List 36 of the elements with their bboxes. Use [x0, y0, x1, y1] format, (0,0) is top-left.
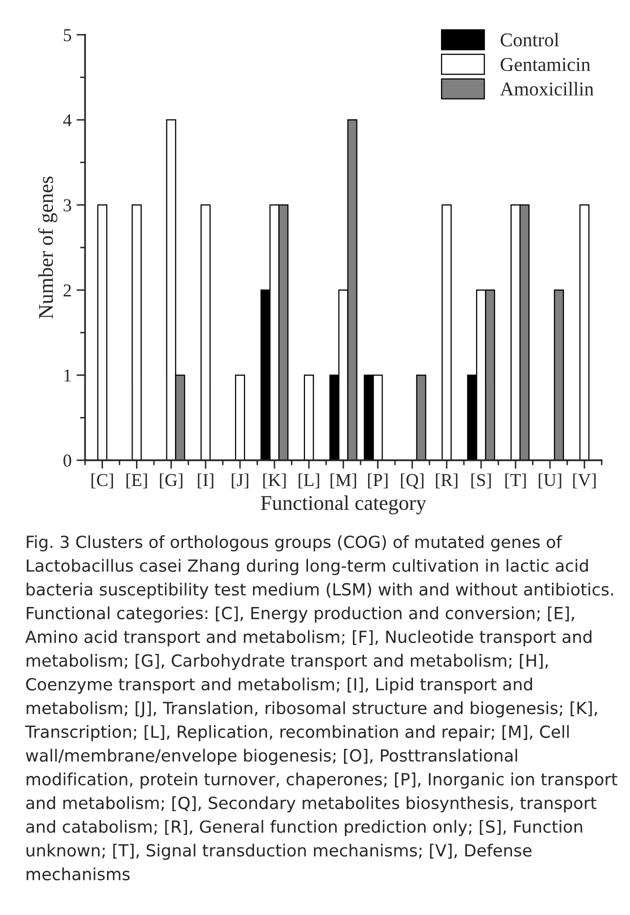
- x-tick-label: [L]: [298, 473, 320, 488]
- x-tick-label: [U]: [538, 473, 562, 488]
- y-tick-label: 3: [64, 199, 72, 212]
- bar: [132, 204, 142, 460]
- x-tick-label: [Q]: [401, 473, 424, 489]
- x-axis-title: Functional category: [260, 495, 426, 514]
- x-tick-label: [I]: [198, 473, 214, 488]
- legend-label: Control: [500, 32, 559, 47]
- x-tick-label: [J]: [232, 473, 248, 488]
- y-tick-label: 0: [64, 454, 72, 467]
- x-tick-label: [K]: [263, 473, 286, 488]
- y-tick-label: 1: [64, 369, 71, 382]
- bar: [200, 204, 211, 460]
- x-tick-label: [M]: [330, 473, 356, 488]
- x-tick-label: [R]: [436, 473, 458, 488]
- x-tick-label: [S]: [471, 473, 491, 488]
- bar: [579, 204, 590, 460]
- legend-label: Amoxicillin: [500, 82, 594, 96]
- x-tick-label: [G]: [160, 473, 182, 488]
- x-tick-label: [V]: [573, 473, 596, 488]
- legend-label: Gentamicin: [500, 58, 590, 72]
- bar: [304, 374, 314, 460]
- x-tick-label: [T]: [505, 473, 526, 488]
- x-tick-label: [P]: [368, 473, 388, 488]
- bar: [235, 374, 246, 460]
- bar: [554, 290, 564, 460]
- y-tick-label: 5: [64, 29, 72, 42]
- x-tick-label: [C]: [92, 473, 113, 488]
- y-tick-label: 2: [64, 284, 71, 296]
- text: Fig. 3 Clusters of orthologous groups (COG) of mutated genes of Lactobacillus casei Zhang during long-term cultivation in lactic acid bacteria susceptibility test medium (LSM) with and without antibiotics. Functional categories: [C], Energy production and conversion; [E], Amino acid transport and metabolism; [F], Nucleotide transport and metabolism; [G], Carbohydrate transport and metabolism; [H], Coenzyme transport and metabolism; [I], Lipid transport and metabolism; [J], Translation, ribosomal structure and biogenesis; [K], Transcription; [L], Replication, recombination and repair; [M], Cell wall/membrane/envelope biogenesis; [O], Posttranslational modification, protein turnover, chaperones; [P], Inorganic ion transport and metabolism; [Q], Secondary metabolites biosynthesis, transport and catabolism; [R], General function prediction only; [S], Function unknown; [T], Signal transduction mechanisms; [V], Defense mechanisms: [25, 535, 618, 880]
- y-tick-label: 4: [63, 114, 72, 126]
- y-axis-title: Number of genes: [38, 176, 58, 319]
- bar: [97, 204, 108, 460]
- x-tick-label: [E]: [126, 473, 147, 488]
- bar: [416, 374, 426, 460]
- bar: [442, 204, 452, 460]
